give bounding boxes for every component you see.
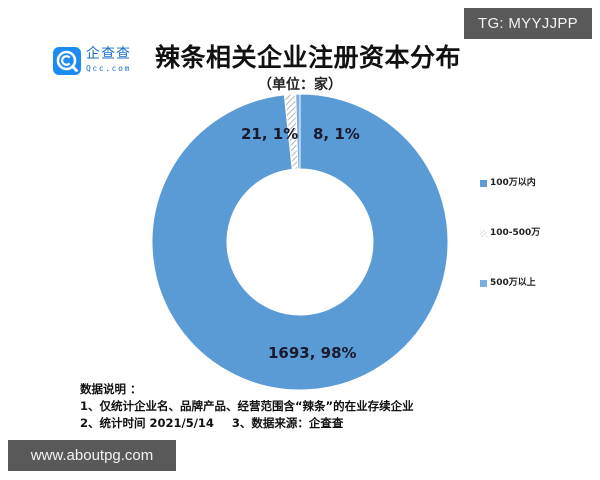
watermark-top-right: TG: MYYJJPP xyxy=(464,8,592,39)
logo-name: 企查查 xyxy=(86,46,131,62)
data-label-100-500: 21, 1% xyxy=(241,125,299,143)
donut-slice-2 xyxy=(295,93,301,170)
donut-slice-0 xyxy=(151,93,449,391)
qcc-logo-icon xyxy=(53,47,81,75)
notes-heading: 数据说明 ： xyxy=(80,382,142,396)
legend-swatch-light-blue xyxy=(480,280,487,287)
notes-line-2: 2、统计时间 2021/5/14 3、数据来源：企查查 xyxy=(80,416,344,430)
legend-swatch-solid-blue xyxy=(480,180,487,187)
data-label-under-100: 1693, 98% xyxy=(268,344,357,362)
chart-subtitle: （单位：家） xyxy=(258,77,342,93)
data-notes: 数据说明 ： 1、仅统计企业名、品牌产品、经营范围含“辣条”的在业存续企业 2、… xyxy=(80,381,500,432)
watermark-bottom-left: www.aboutpg.com xyxy=(8,440,176,471)
chart-title: 辣条相关企业注册资本分布 xyxy=(155,43,462,72)
data-label-500-plus: 8, 1% xyxy=(313,125,360,143)
notes-line-1: 1、仅统计企业名、品牌产品、经营范围含“辣条”的在业存续企业 xyxy=(80,399,414,413)
legend-swatch-hatched xyxy=(480,230,487,237)
logo-domain: Qcc.com xyxy=(86,64,131,73)
qcc-logo: 企查查 Qcc.com xyxy=(53,46,139,75)
